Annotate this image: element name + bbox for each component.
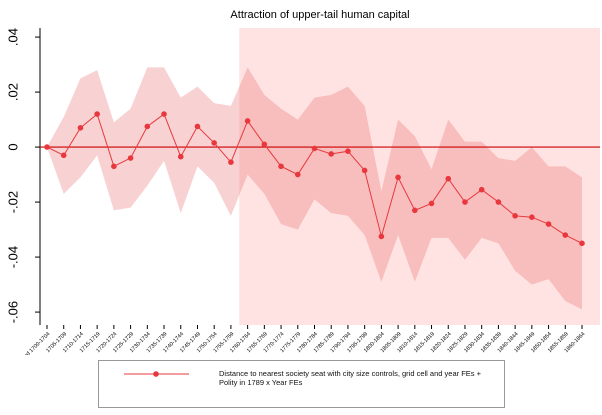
legend-label: Distance to nearest society seat with ci… [219,369,481,387]
point [228,159,234,165]
legend-key [124,371,189,377]
point [579,240,585,247]
point [395,174,401,181]
point [328,151,335,157]
chart: Attraction of upper-tail human capital -… [5,9,600,355]
point [529,214,535,220]
chart-title: Attraction of upper-tail human capital [230,9,409,21]
point [562,232,569,238]
point [278,163,284,170]
point [244,118,251,124]
point [495,199,502,205]
point [144,123,151,130]
legend-marker [153,371,159,377]
point [194,123,201,130]
y-tick-label: .02 [5,83,20,101]
point [378,233,385,240]
point [462,199,468,205]
point [294,171,301,178]
point [77,125,84,131]
point [127,155,134,161]
point [111,163,117,170]
point [60,152,67,159]
point [161,111,167,117]
point [177,153,184,160]
y-tick-label: -.04 [5,246,20,268]
point [428,200,435,207]
point [412,207,418,214]
point [94,111,100,117]
legend: Distance to nearest society seat with ci… [98,360,505,408]
y-tick-label: .04 [5,28,20,46]
y-tick-label: 0 [5,143,20,150]
point [445,175,452,182]
point [512,213,518,219]
point [361,167,368,174]
y-tick-label: -.02 [5,191,20,213]
point [545,221,552,227]
point [44,144,50,150]
point [211,140,217,146]
confidence-band [47,67,582,310]
point [311,145,318,152]
point [478,186,485,193]
point [261,141,268,148]
y-tick-label: -.06 [5,301,20,323]
point [345,148,351,154]
